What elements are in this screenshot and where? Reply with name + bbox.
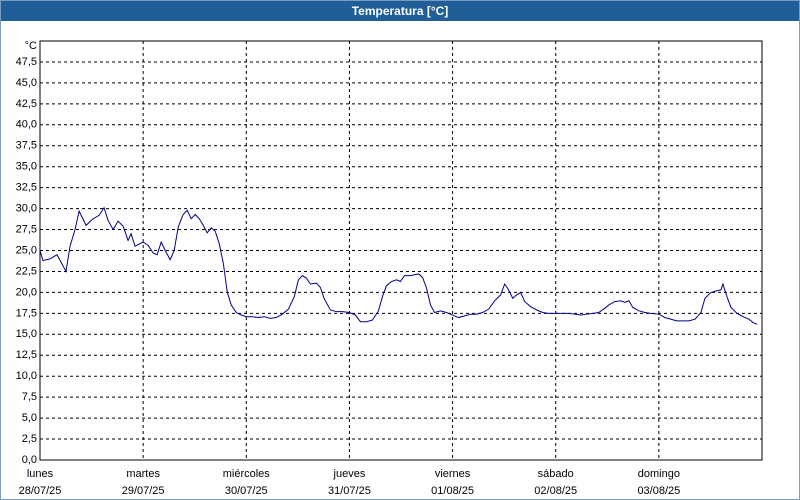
x-tick-date: 29/07/25 — [122, 485, 165, 497]
x-tick-label: viernes — [435, 468, 471, 480]
y-unit-label: °C — [25, 40, 37, 52]
y-tick-label: 25,0 — [16, 244, 37, 256]
title-bar: Temperatura [°C] — [1, 1, 799, 21]
chart: 0,0 2,5 5,0 7,5 10,0 12,5 15,0 17,5 20,0 22,5 25,0… — [16, 40, 763, 497]
temperature-line — [39, 206, 758, 325]
y-tick-label: 47,5 — [16, 56, 37, 68]
y-tick-label: 35,0 — [16, 161, 37, 173]
x-tick-date: 02/08/25 — [534, 485, 577, 497]
x-tick-date: 03/08/25 — [637, 485, 680, 497]
y-tick-label: 30,0 — [16, 203, 37, 215]
x-tick-label: domingo — [638, 468, 680, 480]
x-tick-label: miércoles — [223, 468, 271, 480]
y-tick-label: 45,0 — [16, 77, 37, 89]
x-tick-label: lunes — [27, 468, 54, 480]
x-tick-date: 28/07/25 — [19, 485, 62, 497]
x-tick-date: 01/08/25 — [431, 485, 474, 497]
x-tick-label: martes — [126, 468, 160, 480]
y-tick-label: 32,5 — [16, 182, 37, 194]
y-tick-label: 20,0 — [16, 286, 37, 298]
y-tick-label: 5,0 — [22, 412, 37, 424]
y-tick-label: 10,0 — [16, 370, 37, 382]
chart-title: Temperatura [°C] — [351, 4, 449, 18]
y-tick-label: 37,5 — [16, 140, 37, 152]
y-tick-label: 12,5 — [16, 349, 37, 361]
y-tick-label: 15,0 — [16, 328, 37, 340]
y-tick-label: 27,5 — [16, 223, 37, 235]
x-tick-label: jueves — [333, 468, 366, 480]
y-tick-label: 17,5 — [16, 307, 37, 319]
y-tick-label: 22,5 — [16, 265, 37, 277]
y-tick-label: 0,0 — [22, 454, 37, 466]
x-tick-date: 31/07/25 — [328, 485, 371, 497]
y-tick-label: 7,5 — [22, 391, 37, 403]
x-tick-date: 30/07/25 — [225, 485, 268, 497]
y-tick-label: 40,0 — [16, 119, 37, 131]
y-tick-label: 42,5 — [16, 98, 37, 110]
y-tick-label: 2,5 — [22, 433, 37, 445]
x-tick-label: sábado — [538, 468, 574, 480]
